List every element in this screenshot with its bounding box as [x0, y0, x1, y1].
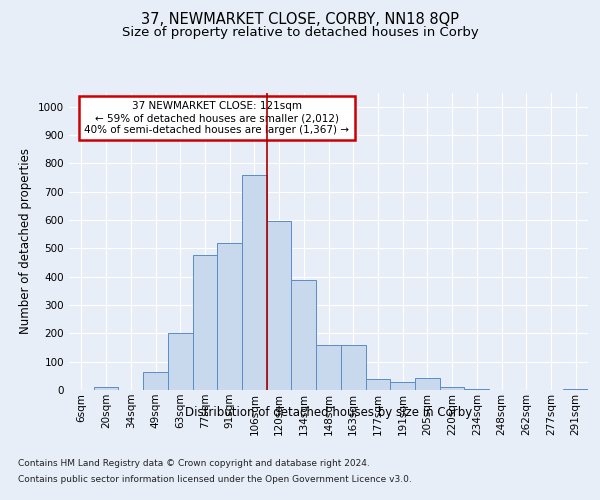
Text: 37, NEWMARKET CLOSE, CORBY, NN18 8QP: 37, NEWMARKET CLOSE, CORBY, NN18 8QP: [141, 12, 459, 28]
Y-axis label: Number of detached properties: Number of detached properties: [19, 148, 32, 334]
Bar: [365, 378, 390, 390]
Text: Distribution of detached houses by size in Corby: Distribution of detached houses by size …: [185, 406, 472, 419]
Bar: [168, 334, 193, 390]
Bar: [267, 222, 292, 390]
Text: Contains HM Land Registry data © Crown copyright and database right 2024.: Contains HM Land Registry data © Crown c…: [18, 460, 370, 468]
Bar: [415, 378, 440, 390]
Bar: [390, 382, 415, 390]
Text: 37 NEWMARKET CLOSE: 121sqm
← 59% of detached houses are smaller (2,012)
40% of s: 37 NEWMARKET CLOSE: 121sqm ← 59% of deta…: [85, 102, 349, 134]
Bar: [341, 344, 365, 390]
Bar: [143, 372, 168, 390]
Bar: [217, 242, 242, 390]
Bar: [563, 388, 588, 390]
Bar: [292, 280, 316, 390]
Bar: [94, 386, 118, 390]
Text: Contains public sector information licensed under the Open Government Licence v3: Contains public sector information licen…: [18, 474, 412, 484]
Bar: [464, 388, 489, 390]
Bar: [440, 387, 464, 390]
Text: Size of property relative to detached houses in Corby: Size of property relative to detached ho…: [122, 26, 478, 39]
Bar: [242, 174, 267, 390]
Bar: [316, 344, 341, 390]
Bar: [193, 256, 217, 390]
